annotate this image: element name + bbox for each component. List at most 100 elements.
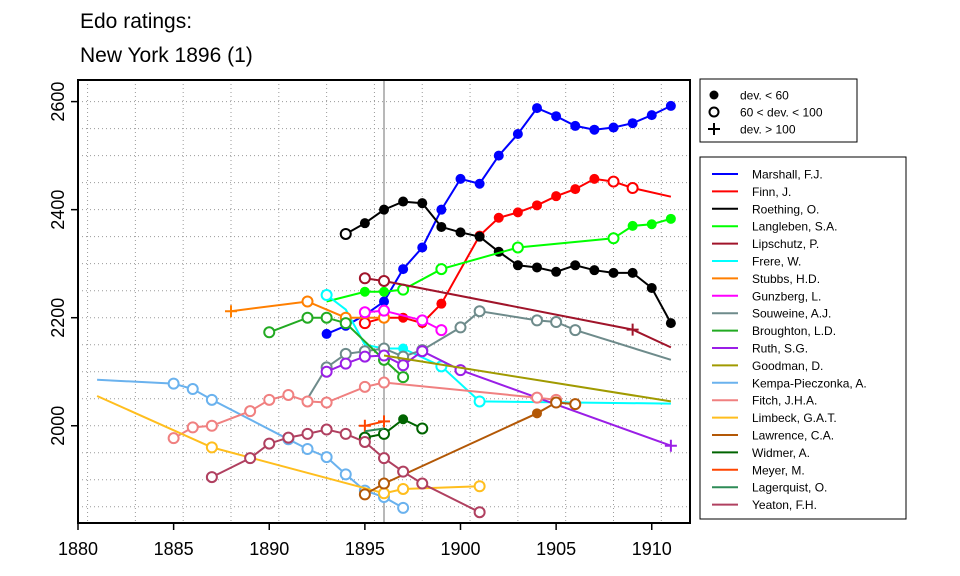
data-point-plus [225, 305, 237, 318]
legend-series-label: Finn, J. [752, 185, 791, 199]
marker-legend-box [699, 78, 858, 143]
data-point-dot [570, 260, 581, 271]
data-point-circle [244, 405, 257, 418]
data-point-circle [263, 437, 276, 450]
data-point-dot [627, 118, 638, 129]
series-group [96, 100, 677, 519]
data-point-circle [205, 419, 218, 432]
data-point-dot [398, 196, 409, 207]
data-point-circle [416, 345, 429, 358]
data-point-circle [397, 482, 410, 495]
data-point-dot [455, 173, 466, 184]
y-tick-label: 2600 [48, 82, 68, 122]
series-line [364, 277, 672, 349]
data-point-dot [589, 124, 600, 135]
data-point-dot [608, 267, 619, 278]
data-point-circle [263, 326, 276, 339]
data-point-circle [263, 393, 276, 406]
series-line [364, 309, 442, 331]
legend-series-label: Frere, W. [752, 255, 801, 269]
legend-series-label: Fitch, J.H.A. [752, 394, 817, 408]
data-point-circle [320, 423, 333, 436]
data-point-dot [608, 122, 619, 133]
data-point-circle [358, 317, 371, 330]
data-point-dot [532, 103, 542, 114]
data-point-dot [665, 213, 676, 224]
data-point-dot [532, 200, 542, 211]
data-point-dot [646, 219, 657, 230]
x-tick-label: 1900 [440, 539, 480, 559]
chart-title-line-1: Edo ratings: [80, 10, 193, 33]
data-point-circle [473, 305, 486, 318]
legend-series-label: Lipschutz, P. [752, 237, 819, 251]
data-point-dot [436, 298, 447, 309]
data-point-plus [626, 323, 639, 336]
legend-series-label: Lagerquist, O. [752, 481, 827, 495]
data-point-circle [339, 347, 352, 360]
data-point-circle [301, 311, 314, 324]
legend-series-label: Yeaton, F.H. [752, 498, 817, 512]
data-point-circle [473, 506, 486, 519]
data-point-circle [397, 501, 410, 514]
data-point-dot [455, 227, 466, 238]
legend-series-label: Kempa-Pieczonka, A. [752, 376, 867, 390]
data-point-dot [551, 266, 562, 277]
data-point-circle [435, 324, 448, 337]
data-point-circle [186, 383, 199, 396]
data-point-circle [301, 295, 314, 308]
legend-series-label: Goodman, D. [752, 359, 823, 373]
data-point-dot [398, 414, 409, 425]
data-point-dot [379, 286, 389, 297]
data-point-circle [282, 431, 295, 444]
data-point-circle [473, 480, 486, 493]
data-point-circle [569, 324, 582, 337]
data-point-circle [282, 388, 295, 401]
data-point-circle [205, 471, 218, 484]
data-point-dot [665, 100, 676, 111]
series-legend-box [699, 156, 907, 520]
data-point-dot [379, 296, 389, 307]
data-point-dot [379, 204, 389, 215]
data-point-dot [570, 184, 581, 195]
data-point-circle [607, 232, 620, 245]
data-point-circle [378, 304, 390, 317]
series-line [326, 217, 672, 303]
data-point-circle [301, 395, 314, 408]
legend-series-label: Souweine, A.J. [752, 307, 831, 321]
data-point-dot [321, 328, 332, 339]
data-point-dot [551, 111, 562, 122]
data-point-circle [339, 427, 352, 440]
data-point-circle [397, 359, 410, 372]
data-point-dot [589, 265, 600, 276]
data-point-dot [474, 231, 485, 242]
series-line [364, 418, 423, 439]
data-point-dot [589, 173, 600, 184]
data-point-circle [358, 488, 371, 501]
data-point-circle [358, 272, 371, 285]
data-point-dot [512, 207, 523, 218]
data-point-circle [320, 289, 333, 302]
data-point-circle [511, 241, 524, 254]
data-point-circle [473, 395, 486, 408]
data-point-dot [646, 110, 657, 121]
data-point-circle [301, 442, 314, 455]
data-point-dot [551, 191, 562, 202]
data-point-circle [358, 350, 371, 363]
legend-series-label: Broughton, L.D. [752, 324, 836, 338]
data-point-circle [358, 306, 371, 319]
data-point-dot [436, 204, 447, 215]
data-point-circle [358, 435, 371, 448]
data-point-circle [339, 317, 352, 330]
legend-series-label: Marshall, F.J. [752, 168, 823, 182]
data-point-plus [358, 419, 371, 432]
data-point-circle [186, 421, 199, 434]
data-point-dot [665, 318, 676, 329]
data-point-circle [205, 441, 218, 454]
data-point-plus [664, 439, 677, 452]
data-point-circle [397, 465, 410, 478]
data-point-dot [359, 218, 370, 229]
data-point-circle [531, 314, 543, 327]
data-point-dot [398, 343, 409, 354]
data-point-circle [416, 477, 429, 490]
data-point-plus [378, 415, 390, 428]
